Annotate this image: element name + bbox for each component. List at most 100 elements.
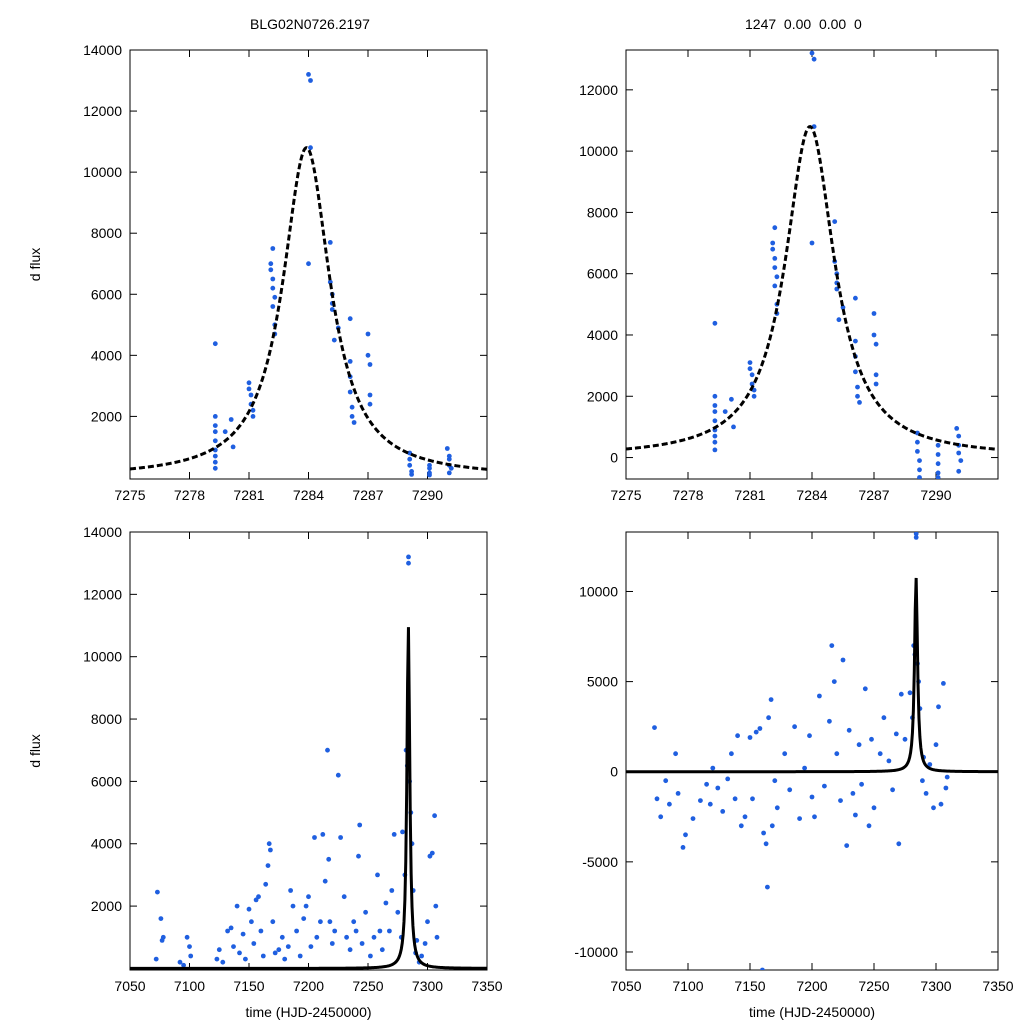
top-right-data-point: [935, 470, 941, 476]
bottom-left-data-point: [357, 822, 363, 828]
top-right-ytick-label: 6000: [587, 266, 618, 282]
bottom-left-data-point: [181, 962, 187, 968]
bottom-left-data-point: [276, 947, 282, 953]
top-left-data-point: [427, 472, 432, 478]
bottom-right-data-point: [893, 731, 899, 737]
bottom-right-data-point: [769, 823, 775, 829]
top-right-data-point: [836, 317, 842, 323]
top-left-data-point: [212, 438, 218, 444]
bottom-right-xlabel: time (HJD-2450000): [749, 1004, 875, 1020]
top-right-xtick-label: 7281: [734, 487, 765, 503]
top-right-data-point: [853, 338, 858, 344]
top-left-data-point: [448, 465, 454, 471]
bottom-right-data-point: [782, 751, 788, 757]
top-left-ytick-label: 6000: [91, 286, 122, 302]
top-left-panel: 7275 7278 7281 7284 7287 7290 2000 4000 6000 8000…: [27, 42, 488, 503]
top-right-ytick-label: 2000: [587, 388, 618, 404]
top-left-data-point: [228, 417, 234, 422]
bottom-left-data-point: [301, 916, 307, 921]
top-right-data-point: [729, 396, 734, 402]
top-left-xtick-label: 7290: [412, 487, 443, 503]
bottom-left-data-point: [363, 909, 368, 915]
bottom-right-xtick-label: 7150: [734, 978, 765, 994]
top-left-data-point: [246, 380, 252, 386]
top-left-data-point: [246, 386, 252, 392]
top-right-data-point: [915, 439, 920, 445]
top-right-data-point: [917, 475, 922, 479]
top-left-data-point: [365, 352, 371, 358]
bottom-left-data-point: [432, 813, 437, 819]
bottom-right-data-point: [853, 812, 858, 818]
top-right-ytick-label: 12000: [579, 82, 618, 98]
bottom-left-data-point: [214, 956, 220, 962]
bottom-right-data-point: [807, 733, 812, 739]
bottom-left-ylabel: d flux: [27, 734, 43, 767]
bottom-right-data-point: [812, 814, 817, 820]
top-left-data-point: [308, 78, 313, 83]
bottom-right-data-point: [923, 791, 929, 796]
bottom-right-data-point: [698, 798, 703, 803]
bottom-right-data-point: [907, 690, 913, 696]
bottom-right-data-point: [856, 742, 862, 748]
bottom-right-data-point: [871, 805, 877, 811]
bottom-left-data-point: [256, 894, 261, 900]
top-left-data-point: [327, 240, 333, 245]
top-right-data-point: [749, 372, 755, 378]
bottom-left-xtick-label: 7350: [471, 978, 502, 994]
top-left-data-point: [308, 145, 313, 151]
bottom-right-data-point: [787, 787, 793, 793]
bottom-left-data-point: [322, 878, 328, 884]
bottom-left-data-point: [351, 919, 357, 925]
top-left-data-point: [446, 470, 452, 476]
bottom-right-data-point: [877, 751, 883, 757]
bottom-right-data-point: [881, 715, 887, 721]
bottom-right-data-point: [829, 643, 835, 648]
top-right-data-point: [770, 246, 776, 252]
bottom-left-data-point: [251, 941, 257, 946]
bottom-right-data-point: [768, 697, 774, 702]
top-right-data-point: [712, 409, 718, 414]
bottom-left-data-point: [294, 928, 299, 934]
top-left-data-point: [367, 362, 373, 367]
bottom-right-panel: 7050 7100 7150 7200 7250 7300 7350 -10000 -5000 0…: [574, 531, 1014, 1020]
bottom-left-data-point: [318, 919, 323, 925]
bottom-left-data-point: [225, 928, 231, 934]
bottom-right-data-point: [859, 781, 864, 787]
top-right-data-point: [749, 381, 755, 387]
bottom-left-data-point: [422, 941, 428, 946]
top-right-ytick-label: 0: [610, 450, 618, 466]
top-right-xtick-label: 7275: [610, 487, 641, 503]
bottom-right-data-point: [732, 796, 738, 802]
top-left-ytick-label: 4000: [91, 347, 122, 363]
bottom-left-data-point: [282, 956, 288, 962]
bottom-right-data-point: [834, 751, 840, 757]
top-left-xtick-label: 7281: [233, 487, 264, 503]
bottom-left-data-point: [353, 928, 359, 934]
top-right-data-point: [772, 283, 778, 289]
bottom-left-data-point: [246, 906, 252, 912]
bottom-left-data-point: [312, 835, 317, 840]
bottom-right-data-point: [652, 725, 657, 730]
bottom-right-data-point: [936, 704, 941, 710]
top-left-xtick-label: 7275: [114, 487, 145, 503]
bottom-left-panel: 7050 7100 7150 7200 7250 7300 7350 2000 4000 6000…: [27, 524, 503, 1020]
top-right-data-point: [809, 240, 815, 246]
top-left-data-point: [347, 359, 353, 364]
bottom-left-data-point: [279, 934, 285, 940]
top-right-data-point: [747, 360, 753, 365]
bottom-right-data-point: [869, 736, 874, 742]
top-left-data-point: [365, 331, 371, 337]
bottom-right-data-point: [913, 535, 919, 540]
bottom-right-xtick-label: 7350: [982, 978, 1013, 994]
bottom-right-data-point: [831, 679, 837, 684]
bottom-right-data-point: [715, 785, 721, 791]
bottom-left-ytick-label: 12000: [83, 586, 122, 602]
bottom-left-data-point: [433, 903, 439, 909]
bottom-right-ytick-label: 10000: [579, 583, 618, 599]
top-right-data-point: [935, 475, 941, 479]
top-right-model-curve: [626, 125, 998, 451]
bottom-right-ytick-label: 5000: [587, 674, 618, 690]
bottom-left-data-point: [327, 919, 333, 925]
bottom-left-data-point: [234, 903, 240, 909]
